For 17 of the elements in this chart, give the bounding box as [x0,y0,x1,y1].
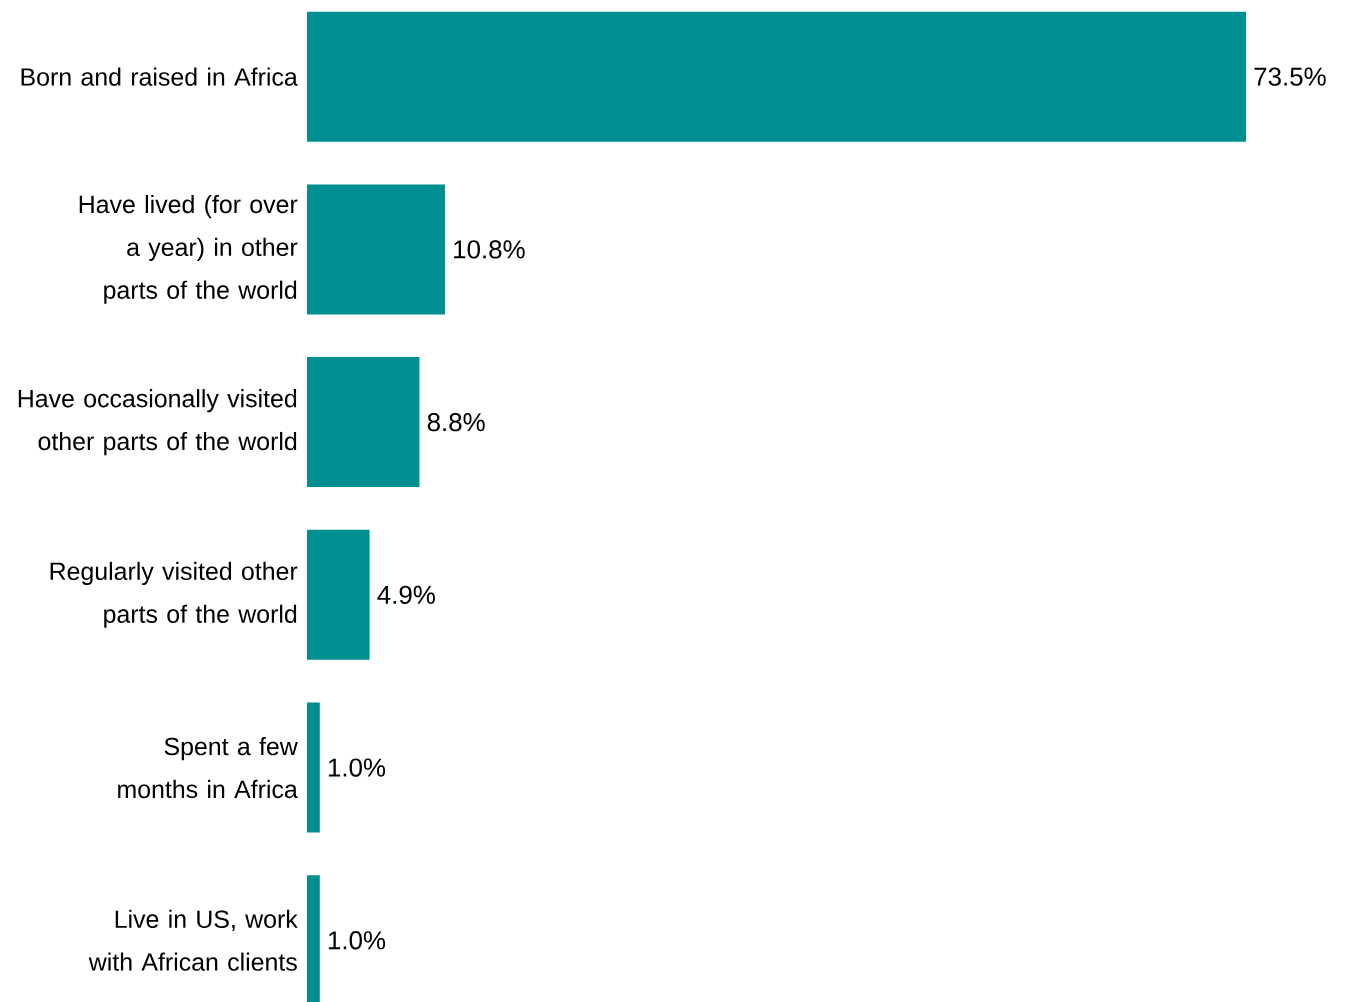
data-label: 4.9% [377,585,435,605]
bar [307,529,370,660]
data-label: 73.5% [1254,67,1326,86]
y-tick-label: Regularly visited other parts of the world [50,561,298,628]
bar [307,357,420,488]
y-tick-label: Have lived (for over a year) in other parts of the world [79,194,298,304]
data-label: 10.8% [454,240,525,259]
y-tick-label: Born and raised in Africa [21,67,298,86]
data-label: 1.0% [328,758,386,777]
data-label: 1.0% [328,931,386,950]
y-tick-label: Have occasionally visited other parts of the world [18,389,297,456]
y-tick-label: Live in US, work with African clients [88,909,298,971]
bar [307,702,320,833]
bar [307,184,445,315]
data-label: 8.8% [427,412,485,432]
y-tick-label: Spent a few months in Africa [118,737,298,799]
bar [307,11,1246,142]
